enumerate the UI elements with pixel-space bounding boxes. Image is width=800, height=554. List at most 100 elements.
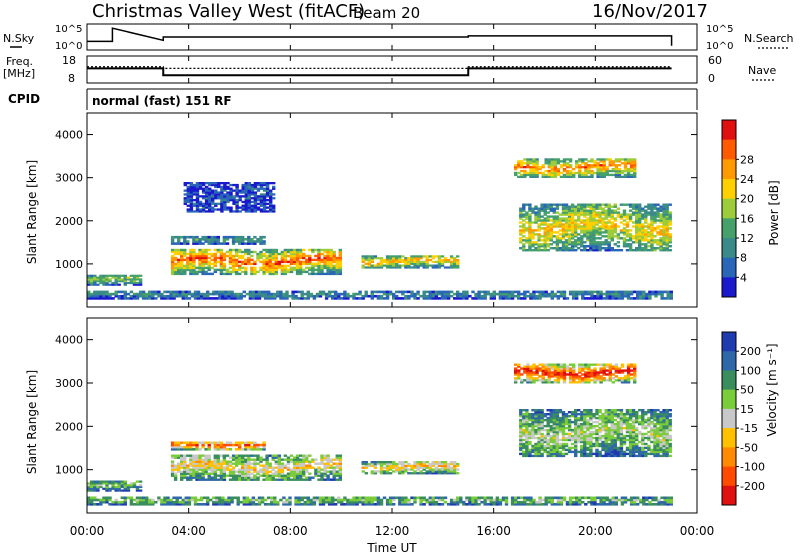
range-gate-cell [474, 496, 478, 500]
range-gate-cell [535, 367, 539, 370]
range-gate-cell [647, 233, 651, 236]
range-gate-cell [599, 503, 603, 506]
range-gate-cell [544, 162, 548, 165]
range-gate-cell [639, 297, 643, 300]
range-gate-cell [529, 168, 533, 171]
range-gate-cell [431, 461, 435, 464]
range-gate-cell [529, 171, 533, 175]
range-gate-cell [189, 191, 194, 194]
range-gate-cell [327, 294, 332, 298]
range-gate-cell [282, 500, 286, 504]
range-gate-cell [656, 247, 660, 250]
range-gate-cell [295, 254, 300, 258]
range-gate-cell [514, 500, 518, 504]
range-gate-cell [519, 448, 523, 452]
range-gate-cell [120, 503, 124, 506]
range-gate-cell [364, 461, 368, 464]
range-gate-cell [639, 292, 643, 296]
range-gate-cell [537, 225, 541, 228]
range-gate-cell [580, 211, 584, 214]
range-gate-cell [123, 482, 127, 485]
range-gate-cell [553, 375, 558, 378]
range-gate-cell [668, 223, 672, 226]
range-gate-cell [242, 500, 246, 504]
range-gate-cell [656, 215, 660, 218]
range-gate-cell [561, 237, 566, 240]
range-gate-cell [471, 290, 475, 294]
range-gate-cell [526, 173, 530, 177]
range-gate-cell [562, 294, 567, 298]
range-gate-cell [268, 462, 272, 465]
range-gate-cell [623, 168, 628, 171]
range-gate-cell [578, 169, 582, 173]
range-gate-cell [574, 241, 578, 244]
range-gate-cell [141, 294, 146, 298]
range-gate-cell [581, 379, 585, 382]
range-gate-cell [225, 238, 230, 241]
range-gate-cell [228, 448, 233, 451]
range-gate-cell [253, 193, 258, 196]
range-gate-cell [262, 443, 266, 447]
range-gate-cell [532, 371, 536, 374]
range-gate-cell [543, 205, 547, 208]
range-gate-cell [641, 247, 645, 250]
range-gate-cell [229, 199, 233, 202]
range-gate-cell [668, 203, 672, 206]
range-gate-cell [274, 260, 278, 264]
range-gate-cell [129, 297, 134, 300]
range-gate-cell [459, 297, 463, 300]
range-gate-cell [228, 258, 233, 262]
range-gate-cell [132, 297, 137, 300]
range-gate-cell [195, 235, 199, 239]
range-gate-cell [201, 195, 206, 198]
range-gate-cell [332, 254, 336, 258]
range-gate-cell [528, 237, 532, 240]
range-gate-cell [198, 464, 202, 467]
range-gate-cell [611, 162, 615, 165]
range-gate-cell [622, 209, 627, 212]
range-gate-cell [253, 197, 258, 200]
range-gate-cell [123, 280, 127, 283]
range-gate-cell [413, 496, 417, 500]
range-gate-cell [238, 448, 242, 451]
range-gate-cell [650, 225, 654, 228]
range-gate-cell [483, 297, 487, 300]
colorbar-swatch [722, 198, 736, 219]
range-gate-cell [177, 441, 181, 445]
range-gate-cell [260, 498, 265, 502]
range-gate-cell [583, 225, 587, 228]
range-gate-cell [250, 454, 254, 457]
range-gate-cell [329, 258, 333, 262]
range-gate-cell [309, 292, 314, 296]
range-gate-cell [669, 297, 673, 300]
range-gate-cell [486, 498, 490, 502]
range-gate-cell [641, 233, 645, 236]
range-gate-cell [581, 294, 585, 298]
range-gate-cell [320, 462, 324, 465]
range-gate-cell [559, 367, 564, 370]
range-gate-cell [596, 164, 600, 167]
range-gate-cell [562, 369, 567, 372]
range-gate-cell [517, 365, 521, 368]
range-gate-cell [617, 173, 622, 177]
range-gate-cell [244, 448, 248, 451]
range-gate-cell [555, 207, 560, 210]
range-gate-cell [123, 496, 127, 500]
range-gate-cell [620, 379, 625, 382]
range-gate-cell [657, 498, 661, 502]
range-gate-cell [277, 260, 281, 264]
range-gate-cell [526, 379, 530, 382]
range-gate-cell [129, 496, 134, 500]
range-gate-cell [186, 268, 190, 272]
range-gate-cell [434, 462, 439, 466]
range-gate-cell [259, 266, 263, 270]
range-gate-cell [250, 262, 254, 266]
range-gate-cell [332, 272, 336, 276]
range-gate-cell [468, 294, 472, 298]
range-gate-cell [157, 292, 161, 296]
range-gate-cell [546, 237, 550, 240]
range-gate-cell [614, 375, 619, 378]
range-gate-cell [211, 206, 215, 209]
range-gate-cell [282, 292, 286, 296]
range-gate-cell [619, 203, 624, 206]
